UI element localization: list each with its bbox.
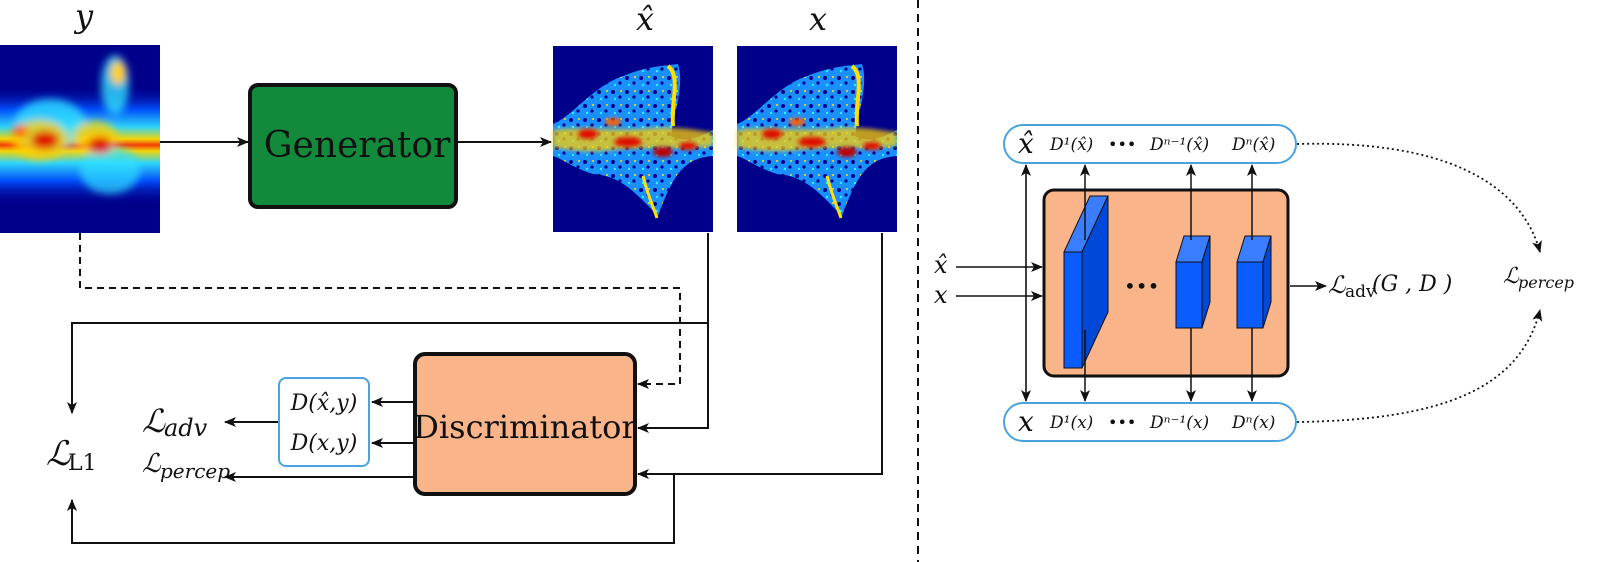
svg-text:ℒ: ℒ — [46, 434, 72, 474]
svg-text:ℒ: ℒ — [1328, 271, 1346, 299]
top-row-lead: x̂ — [1018, 127, 1034, 160]
arrow-x-to-discriminator — [637, 233, 883, 479]
arrow-x-hat-to-l1 — [67, 322, 708, 414]
feature-block-1 — [1063, 195, 1109, 369]
bottom-row-dn1: Dⁿ⁻¹(x) — [1149, 413, 1209, 433]
bottom-row-dots: ••• — [1108, 413, 1136, 432]
bottom-row-dn: Dⁿ(x) — [1231, 413, 1275, 433]
input-y-image — [0, 45, 160, 233]
loss-percep-right: ℒ percep — [1503, 264, 1574, 292]
input-x-label: x — [934, 281, 948, 309]
feature-block-2 — [1175, 235, 1211, 329]
generator-box — [248, 83, 458, 209]
top-row-dn1: Dⁿ⁻¹(x̂) — [1149, 135, 1209, 155]
top-row-dots: ••• — [1108, 135, 1136, 154]
svg-text:adv: adv — [1345, 282, 1376, 302]
d-output-real: D(x,y) — [290, 431, 358, 456]
x-symbol: x — [809, 0, 827, 38]
svg-text:adv: adv — [164, 414, 208, 442]
block-ellipsis: ••• — [1124, 274, 1159, 298]
svg-text:L1: L1 — [68, 451, 97, 476]
top-row-d1: D¹(x̂) — [1049, 135, 1093, 155]
discriminator-box — [413, 352, 637, 496]
bottom-feature-row — [1003, 402, 1297, 442]
target-x-image — [737, 46, 897, 232]
arrow-x-hat-to-discriminator — [637, 233, 709, 433]
arrow-x-to-l1 — [67, 474, 675, 544]
loss-percep: ℒ percep — [142, 449, 230, 483]
top-feature-row — [1003, 124, 1297, 164]
svg-text:percep: percep — [1518, 273, 1574, 292]
right-panel: x̂ D¹(x̂) ••• Dⁿ⁻¹(x̂) Dⁿ(x̂) x D¹(x) ••… — [934, 124, 1574, 442]
dotted-top-to-percep — [1296, 142, 1542, 253]
bottom-row-d1: D¹(x) — [1049, 413, 1093, 433]
loss-adv: ℒ adv — [142, 402, 208, 442]
x-hat-symbol: x̂ — [636, 0, 654, 38]
svg-text:percep: percep — [160, 459, 230, 483]
top-row-dn: Dⁿ(x̂) — [1231, 135, 1275, 155]
y-symbol: y — [73, 0, 94, 35]
svg-text:ℒ: ℒ — [1503, 264, 1520, 289]
output-x-hat-image — [553, 46, 713, 232]
left-panel: y Generator x̂ x Discriminator D(x̂,y) D… — [0, 0, 897, 544]
discriminator-label: Discriminator — [413, 408, 637, 446]
loss-adv-gd: ℒ adv (G , D ) — [1328, 271, 1452, 302]
input-x-hat-label: x̂ — [934, 251, 948, 279]
feature-block-3 — [1236, 235, 1272, 329]
bottom-row-lead: x — [1018, 405, 1034, 438]
svg-text:(G , D ): (G , D ) — [1372, 272, 1452, 297]
dashed-y-to-discriminator — [79, 233, 681, 389]
generator-label: Generator — [264, 125, 451, 166]
d-output-fake: D(x̂,y) — [290, 391, 358, 416]
d-outputs-box — [278, 377, 370, 467]
dotted-bottom-to-percep — [1296, 309, 1543, 423]
svg-text:ℒ: ℒ — [142, 449, 162, 479]
loss-l1: ℒ L1 — [46, 434, 97, 476]
svg-text:ℒ: ℒ — [142, 402, 166, 440]
